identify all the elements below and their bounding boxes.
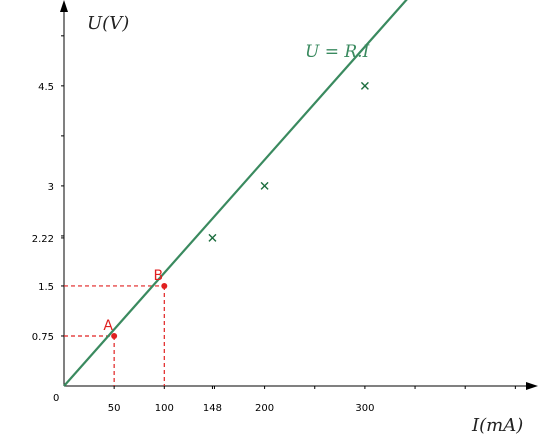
x-axis-arrow: [526, 382, 538, 390]
origin-label: 0: [53, 393, 59, 404]
y-tick-label-1: 1.5: [38, 282, 54, 293]
series: [63, 0, 408, 387]
guide-lines: [64, 285, 165, 386]
x-tick-label-2: 148: [203, 403, 222, 414]
series-line-0: [63, 0, 408, 387]
y-axis-title: U(V): [87, 13, 129, 34]
x-tick-label-0: 50: [108, 403, 121, 414]
y-tick-label-0: 0.75: [32, 332, 54, 343]
x-tick-label-4: 300: [355, 403, 374, 414]
point-label-B: B: [153, 268, 163, 284]
x-tick-label-1: 100: [155, 403, 174, 414]
cross-marker-0: [208, 233, 217, 242]
cross-marker-1: [260, 181, 269, 190]
points: AB: [103, 268, 168, 339]
x-ticks: 50 100 148 200 300: [108, 386, 516, 414]
y-ticks: 0.75 1.5 2.22 3 4.5: [32, 35, 64, 343]
point-label-A: A: [103, 318, 113, 334]
equation-label: U = R.I: [305, 42, 370, 62]
point-A: [111, 332, 118, 339]
point-B: [161, 282, 168, 289]
markers: [208, 81, 369, 242]
y-axis-arrow: [60, 0, 68, 12]
y-tick-label-3: 3: [48, 182, 54, 193]
x-axis-title: I(mA): [471, 415, 523, 436]
cross-marker-2: [360, 81, 369, 90]
y-tick-label-2: 2.22: [32, 234, 54, 245]
y-tick-label-4: 4.5: [38, 82, 54, 93]
x-tick-label-3: 200: [255, 403, 274, 414]
